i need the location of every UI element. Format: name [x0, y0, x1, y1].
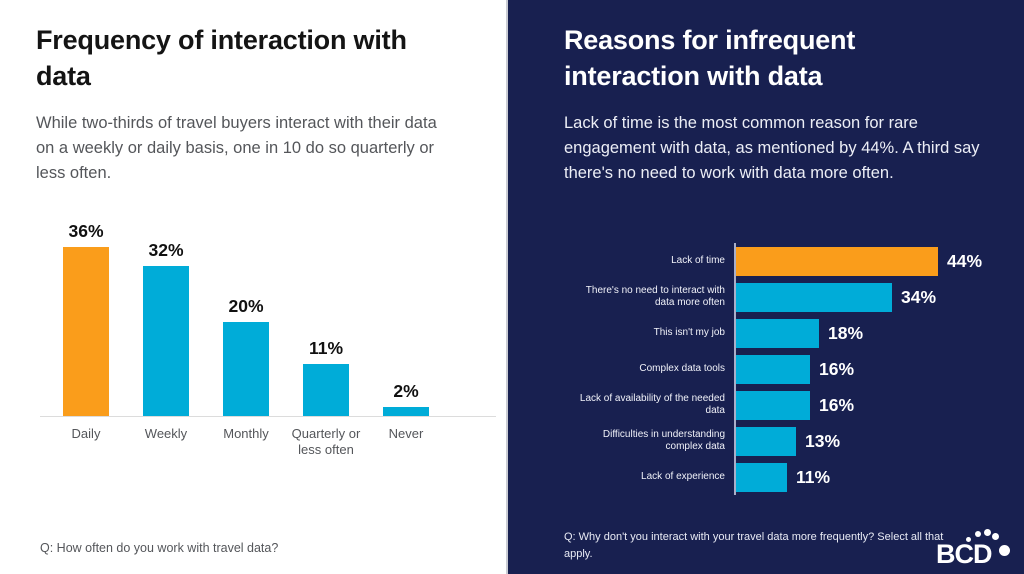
- category-label: Quarterly or less often: [291, 426, 361, 457]
- bar-area: 11%: [734, 459, 1004, 495]
- bar: [736, 462, 787, 492]
- category-label: Lack of availability of the needed data: [579, 392, 725, 417]
- bar-area: 16%: [734, 351, 1004, 387]
- paw-print-dot-icon: [966, 537, 971, 542]
- reasons-bar-chart: Lack of time 44% There's no need to intera…: [564, 243, 1004, 495]
- right-panel-subtitle: Lack of time is the most common reason f…: [564, 114, 980, 182]
- bar-area: 16%: [734, 387, 1004, 423]
- category-label: Weekly: [144, 426, 188, 441]
- bar-value-label: 34%: [901, 286, 937, 307]
- bar: [736, 426, 796, 456]
- left-panel: Frequency of interaction with data While…: [0, 0, 506, 574]
- category-label: Difficulties in understanding complex da…: [602, 428, 725, 453]
- chart-row: Complex data tools 16%: [564, 351, 1004, 387]
- bar-area: 13%: [734, 423, 1004, 459]
- bar: [736, 390, 810, 420]
- bar: [383, 407, 429, 416]
- right-panel-title: Reasons for infrequent interaction with …: [564, 25, 856, 91]
- right-panel-footnote: Q: Why don't you interact with your trav…: [564, 531, 944, 560]
- bar-value-label: 11%: [796, 466, 831, 487]
- paw-print-dot-icon: [975, 531, 981, 537]
- chart-row: Lack of experience 11%: [564, 459, 1004, 495]
- bar-value-label: 44%: [947, 250, 983, 271]
- bar-column: 11%: [286, 338, 366, 416]
- left-panel-title: Frequency of interaction with data: [36, 25, 407, 91]
- bar-value-label: 36%: [68, 221, 104, 241]
- paw-print-dot-icon: [984, 529, 991, 536]
- bar: [303, 364, 349, 416]
- panel-divider: [506, 0, 508, 574]
- paw-print-pad-icon: [999, 545, 1010, 556]
- chart-row: Lack of availability of the needed data 1…: [564, 387, 1004, 423]
- category-label: Never: [388, 426, 424, 441]
- reasons-chart-rows: Lack of time 44% There's no need to intera…: [564, 243, 1004, 495]
- bar: [736, 282, 892, 312]
- category-label: Complex data tools: [639, 362, 725, 374]
- bar: [223, 322, 269, 416]
- bar-column: 36%: [46, 221, 126, 416]
- bar: [63, 247, 109, 416]
- bar-value-label: 20%: [228, 296, 264, 316]
- bar-column: 32%: [126, 240, 206, 416]
- bar: [736, 246, 938, 276]
- right-panel: Reasons for infrequent interaction with …: [508, 0, 1024, 574]
- bar-area: 18%: [734, 315, 1004, 351]
- bar-value-label: 2%: [393, 381, 419, 401]
- chart-row: This isn't my job 18%: [564, 315, 1004, 351]
- category-label: Monthly: [223, 426, 269, 441]
- bar: [736, 318, 819, 348]
- paw-print-dot-icon: [992, 533, 999, 540]
- category-label: Lack of experience: [641, 470, 725, 482]
- bar-area: 44%: [734, 243, 1004, 279]
- bar: [736, 354, 810, 384]
- bar-value-label: 32%: [148, 240, 184, 260]
- bar-value-label: 13%: [805, 430, 841, 451]
- frequency-chart-bars: 36% 32% 20% 11% 2%: [40, 221, 496, 417]
- chart-row: There's no need to interact with data mo…: [564, 279, 1004, 315]
- frequency-bar-chart: 36% 32% 20% 11% 2% Daily Weekly Monthly Quarter…: [40, 221, 496, 458]
- category-label: Lack of time: [671, 254, 725, 266]
- category-label: Daily: [71, 426, 101, 441]
- bar-value-label: 16%: [819, 394, 855, 415]
- bar-value-label: 16%: [819, 358, 855, 379]
- chart-row: Lack of time 44%: [564, 243, 1004, 279]
- category-label: This isn't my job: [653, 326, 725, 338]
- bar: [143, 266, 189, 416]
- category-label: There's no need to interact with data mo…: [585, 284, 725, 309]
- bar-area: 34%: [734, 279, 1004, 315]
- bar-column: 20%: [206, 296, 286, 416]
- frequency-chart-categories: Daily Weekly Monthly Quarterly or less ofte…: [40, 417, 496, 458]
- chart-row: Difficulties in understanding complex da…: [564, 423, 1004, 459]
- bar-value-label: 18%: [828, 322, 864, 343]
- left-panel-footnote: Q: How often do you work with travel dat…: [40, 541, 279, 555]
- left-panel-subtitle: While two-thirds of travel buyers intera…: [36, 114, 437, 182]
- bar-value-label: 11%: [308, 338, 344, 358]
- bcd-logo: BCD: [936, 526, 1018, 568]
- bcd-logo-text: BCD: [936, 539, 992, 569]
- bar-column: 2%: [366, 381, 446, 416]
